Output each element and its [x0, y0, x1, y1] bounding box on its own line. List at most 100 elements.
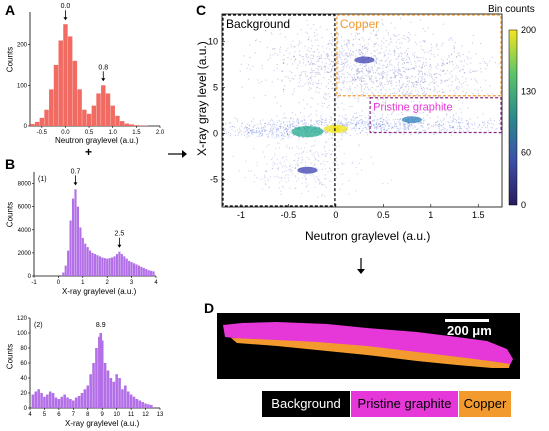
peak-arrowhead: [101, 78, 106, 82]
histogram-bar: [99, 333, 103, 408]
histogram-bar: [141, 402, 144, 408]
panel-a-xlabel: Neutron graylevel (a.u.): [55, 136, 139, 145]
peak-annotation-label: 0.0: [61, 3, 71, 10]
x-tick-label: 0.0: [61, 130, 70, 136]
y-tick-label: 100: [17, 83, 28, 89]
copper-region: [231, 338, 510, 368]
histogram-bar: [46, 394, 49, 408]
histogram-bar: [132, 396, 136, 408]
x-tick-label: 0.5: [85, 130, 94, 136]
histogram-bar: [72, 60, 78, 126]
panel-b2-histogram: 4 5 6 7 8 9 10 11 12 13 0 20 40 60 80 100 120 8.9 (2): [17, 316, 164, 418]
y-tick-label: -5: [210, 174, 218, 184]
histogram-bar: [37, 389, 40, 408]
histogram-bar: [142, 267, 145, 276]
panel-label-c: C: [196, 2, 207, 18]
peak-annotation-label: 0.8: [98, 64, 108, 71]
x-tick-label: 0: [57, 280, 61, 286]
histogram-bar: [106, 370, 110, 408]
histogram-bar: [95, 348, 98, 408]
histogram-bar: [112, 381, 116, 408]
x-tick-label: 6: [57, 412, 61, 418]
histogram-bar: [80, 393, 84, 408]
x-tick-label: 9: [101, 412, 105, 418]
histogram-bar: [51, 393, 55, 408]
histogram-bar: [66, 397, 69, 408]
y-tick-label: 60: [20, 361, 27, 367]
histogram-bar: [101, 257, 104, 276]
histogram-bar: [67, 250, 70, 276]
arrow-right-icon: [168, 150, 187, 158]
peak-arrowhead: [63, 17, 68, 21]
histogram-bar: [124, 385, 127, 408]
histogram-bar: [140, 266, 143, 276]
histogram-bar: [123, 256, 126, 276]
histogram-bar: [132, 263, 136, 276]
x-tick-label: 0.5: [377, 210, 390, 220]
histogram-bar: [86, 247, 89, 276]
histogram-bar: [49, 89, 54, 126]
x-tick-label: 12: [142, 412, 149, 418]
histogram-bar: [67, 36, 73, 126]
x-tick-label: 4: [28, 412, 32, 418]
region-box: [336, 14, 502, 97]
x-tick-label: 5: [43, 412, 47, 418]
histogram-bar: [150, 405, 153, 408]
histogram-bar: [48, 391, 52, 408]
histogram-bar: [34, 121, 40, 126]
x-tick-label: 1: [428, 210, 433, 220]
histogram-bar: [115, 254, 119, 276]
histogram-bar: [101, 85, 106, 126]
histogram-bar: [92, 363, 95, 408]
panel-c-xlabel: Neutron graylevel (a.u.): [305, 229, 431, 243]
histogram-bar: [79, 227, 82, 276]
histogram-bar: [129, 394, 133, 408]
peak-annotation-label: 8.9: [96, 322, 106, 329]
histogram-bar: [118, 251, 121, 276]
region-label: Copper: [340, 17, 379, 31]
density-cluster: [401, 116, 422, 124]
colorbar-tick-label: 130: [521, 86, 536, 96]
y-tick-label: 8000: [18, 182, 32, 188]
y-tick-label: 0: [24, 406, 28, 412]
histogram-bar: [129, 124, 134, 126]
peak-arrowhead: [73, 182, 78, 186]
histogram-bar: [30, 123, 35, 126]
histogram-bar: [43, 396, 46, 408]
histogram-bar: [128, 260, 131, 276]
region-label: Pristine graphite: [373, 102, 453, 114]
x-tick-label: 2: [106, 280, 110, 286]
histogram-bar: [34, 391, 38, 408]
y-tick-label: 5: [213, 83, 218, 93]
histogram-bar: [53, 64, 59, 126]
peak-arrowhead: [117, 244, 122, 248]
x-tick-label: 4: [154, 280, 158, 286]
histogram-bar: [71, 198, 75, 276]
histogram-bar: [130, 262, 133, 276]
x-tick-label: 13: [157, 412, 164, 418]
panel-a-histogram: -0.5 0.0 0.5 1.0 1.5 2.0 0 100 200 0.0 0.8: [17, 3, 165, 136]
histogram-bar: [105, 93, 111, 126]
y-tick-label: 120: [17, 316, 28, 322]
histogram-bar: [60, 396, 64, 408]
histogram-bar: [152, 271, 155, 276]
density-cluster: [297, 166, 318, 174]
panel-label-a: A: [5, 2, 16, 18]
x-tick-label: 1.5: [132, 130, 141, 136]
colorbar: [508, 29, 518, 206]
panel-b1-xlabel: X-ray graylevel (a.u.): [62, 287, 137, 296]
y-tick-label: 0: [28, 274, 32, 280]
peak-annotation-label: 0.7: [71, 168, 81, 175]
histogram-bar: [81, 237, 84, 276]
histogram-bar: [137, 265, 140, 276]
subplot-label: (2): [34, 322, 43, 329]
y-tick-label: 6000: [18, 205, 32, 211]
scale-bar-label: 200 μm: [447, 323, 492, 338]
histogram-bar: [40, 393, 43, 408]
histogram-bar: [96, 255, 99, 276]
scale-bar: [445, 319, 489, 322]
histogram-bar: [58, 40, 63, 126]
histogram-bar: [89, 250, 92, 276]
histogram-bar: [63, 394, 66, 408]
